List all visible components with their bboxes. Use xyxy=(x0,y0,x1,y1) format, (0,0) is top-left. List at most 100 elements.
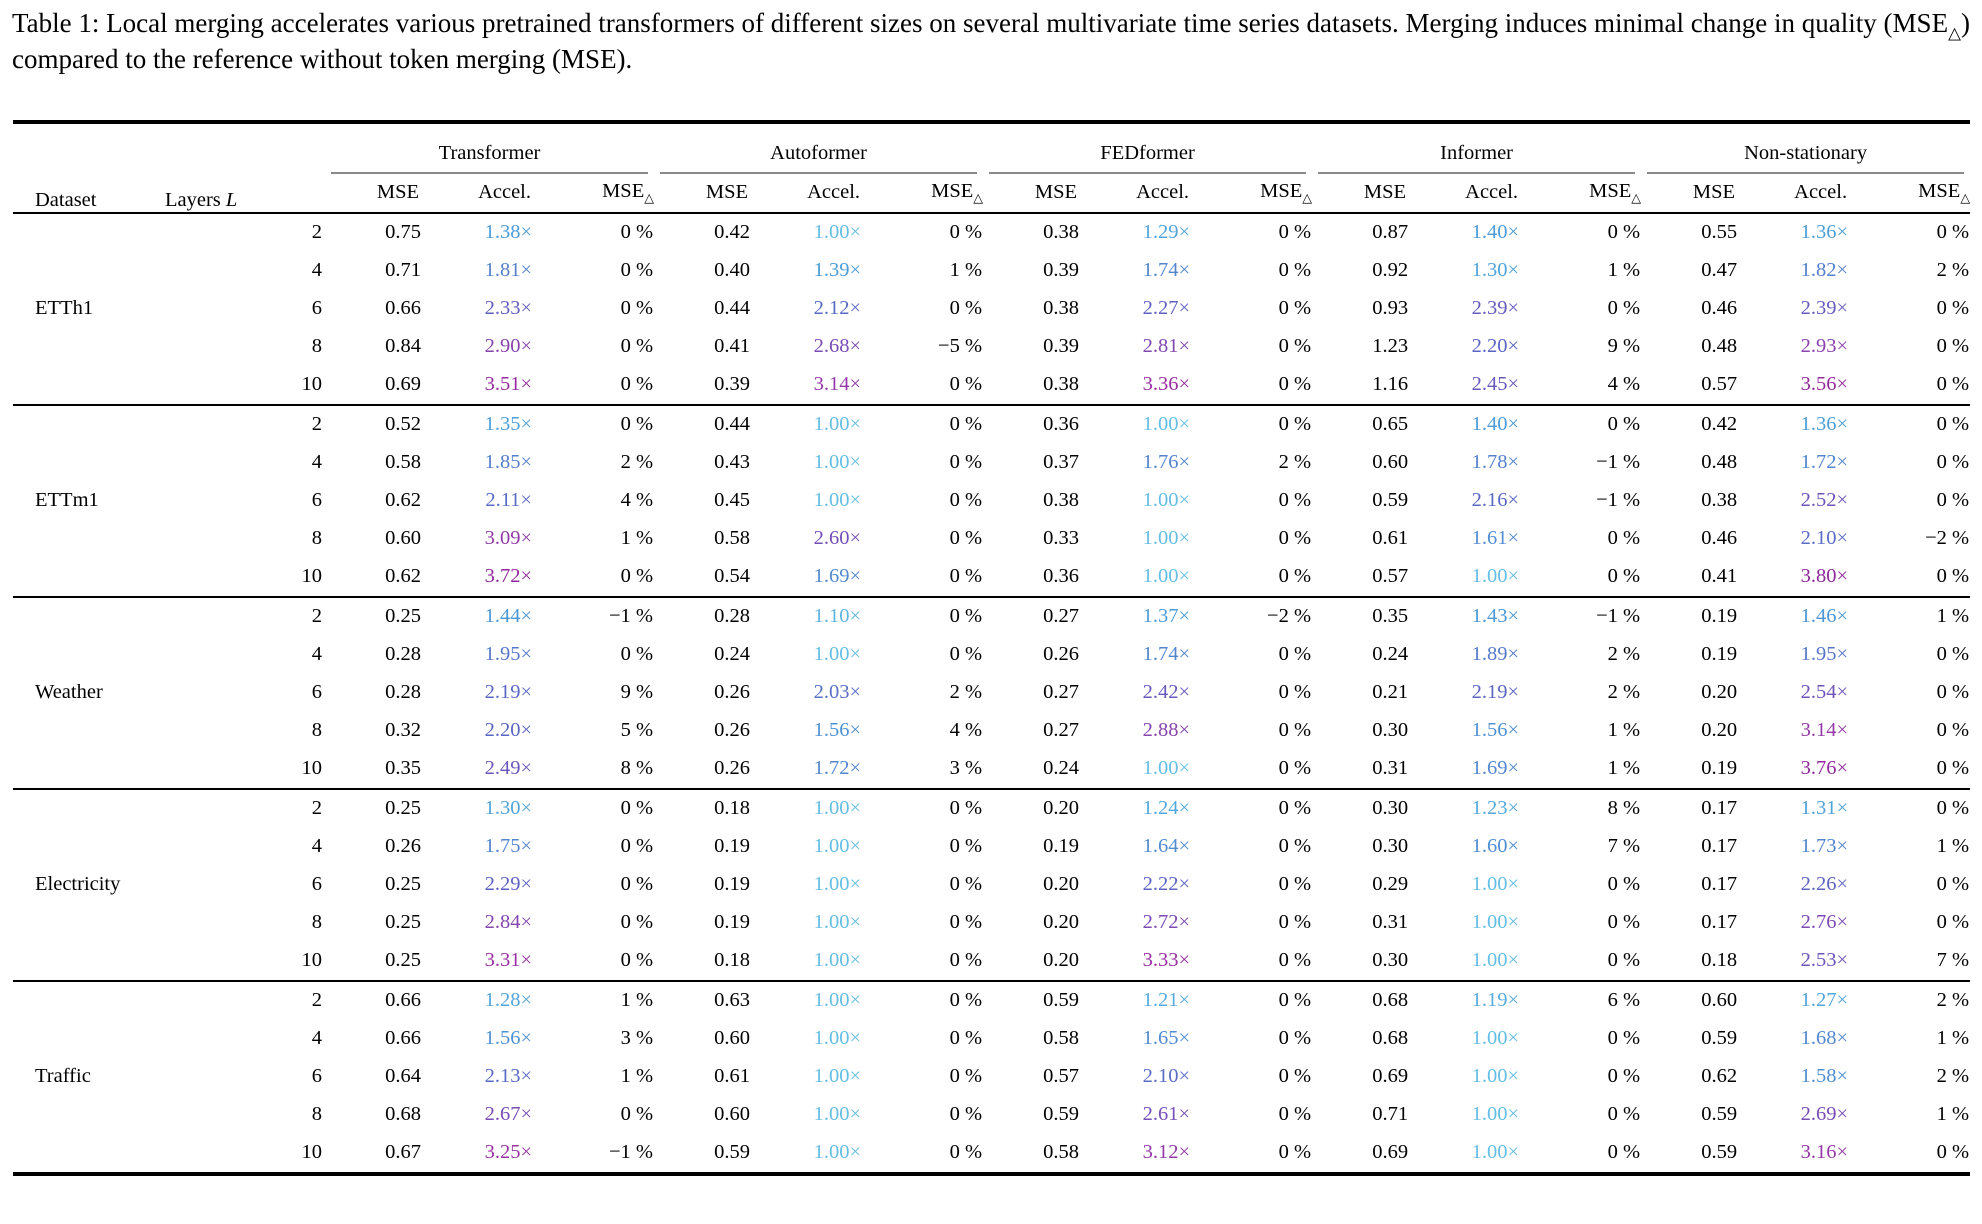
group-header-fedformer: FEDformer xyxy=(983,122,1312,174)
accel-cell: 3.25× xyxy=(484,1141,532,1164)
table-row: 2 0.66 1.28× 1 % 0.63 1.00× 0 % 0.59 1.21× 0 % 0.6… xyxy=(13,979,1971,1020)
layers-cell: 6 xyxy=(311,1065,322,1088)
mse-cell: 0.29 xyxy=(1372,873,1409,896)
mse-cell: 0.64 xyxy=(385,1065,421,1088)
mse-cell: 0.52 xyxy=(325,403,423,444)
mse-delta-cell: 0 % xyxy=(1193,787,1313,828)
layers-cell: 10 xyxy=(301,373,323,396)
dataset-label xyxy=(13,328,153,366)
mse-delta-cell: 0 % xyxy=(1278,297,1312,320)
mse-delta-cell: 0 % xyxy=(1607,1141,1641,1164)
mse-cell: 0.59 xyxy=(714,1141,751,1164)
accel-cell: 2.13× xyxy=(484,1065,532,1088)
accel-cell: 1.95× xyxy=(1800,643,1849,666)
mse-delta-cell: 0 % xyxy=(1278,1141,1312,1164)
mse-cell: 0.36 xyxy=(1043,565,1080,588)
mse-cell: 0.40 xyxy=(714,259,751,282)
accel-cell: 1.00× xyxy=(1142,565,1191,588)
accel-cell: 2.12× xyxy=(813,297,862,320)
accel-cell: 1.00× xyxy=(813,451,862,474)
accel-cell: 1.95× xyxy=(484,643,532,666)
accel-cell: 1.00× xyxy=(1471,1027,1520,1050)
mse-delta-cell: 0 % xyxy=(1936,565,1970,588)
group-label: FEDformer xyxy=(989,142,1307,174)
mse-delta-cell: 1 % xyxy=(1607,259,1641,282)
mse-cell: 0.60 xyxy=(385,527,421,550)
mse-delta-cell: 0 % xyxy=(949,489,983,512)
mse-delta-cell: 0 % xyxy=(1278,719,1312,742)
accel-cell: 3.12× xyxy=(1142,1141,1191,1164)
mse-cell: 0.48 xyxy=(1701,451,1738,474)
accel-cell: 1.00× xyxy=(1142,757,1191,780)
mse-cell: 0.59 xyxy=(1701,1103,1738,1126)
table-row: 4 0.58 1.85× 2 % 0.43 1.00× 0 % 0.37 1.76× 2 % 0.6… xyxy=(13,444,1970,482)
mse-cell: 0.24 xyxy=(1372,643,1409,666)
mse-cell: 0.19 xyxy=(714,873,751,896)
mse-cell: 0.20 xyxy=(1043,911,1080,934)
accel-cell: 2.52× xyxy=(1800,489,1849,512)
accel-cell: 2.88× xyxy=(1142,719,1191,742)
accel-cell: 1.73× xyxy=(1800,835,1849,858)
accel-cell: 2.49× xyxy=(484,757,532,780)
accel-cell: 1.81× xyxy=(484,259,532,282)
table-row: Weather 6 0.28 2.19× 9 % 0.26 2.03× 2 % 0.27 2.42… xyxy=(13,674,1970,712)
mse-cell: 0.68 xyxy=(1312,979,1411,1020)
mse-cell: 0.24 xyxy=(1043,757,1080,780)
dataset-label xyxy=(13,213,153,252)
mse-cell: 0.19 xyxy=(1701,643,1738,666)
mse-cell: 0.25 xyxy=(385,911,421,934)
accel-cell: 1.00× xyxy=(813,873,862,896)
dataset-label xyxy=(13,444,153,482)
mse-delta-cell: 0 % xyxy=(1936,451,1970,474)
mse-delta-cell: 0 % xyxy=(1936,719,1970,742)
accel-cell: 1.35× xyxy=(423,403,535,444)
mse-delta-cell: 0 % xyxy=(1936,681,1970,704)
mse-delta-cell: 1 % xyxy=(1936,1027,1970,1050)
mse-cell: 0.18 xyxy=(714,949,751,972)
mse-delta-cell: 0 % xyxy=(1607,527,1641,550)
mse-cell: 0.68 xyxy=(1372,1027,1409,1050)
mse-cell: 1.16 xyxy=(1372,373,1409,396)
mse-cell: 0.45 xyxy=(714,489,751,512)
mse-delta-cell: 0 % xyxy=(949,873,983,896)
accel-cell: 2.76× xyxy=(1800,911,1849,934)
accel-cell: 1.00× xyxy=(1471,1065,1520,1088)
accel-cell: 1.44× xyxy=(423,595,535,636)
mse-cell: 0.47 xyxy=(1701,259,1738,282)
mse-delta-cell: 0 % xyxy=(1278,1065,1312,1088)
accel-cell: 3.14× xyxy=(1800,719,1849,742)
mse-delta-cell: 0 % xyxy=(620,335,654,358)
mse-delta-cell: 0 % xyxy=(1278,911,1312,934)
accel-cell: 1.28× xyxy=(423,979,535,1020)
accel-cell: 2.42× xyxy=(1142,681,1191,704)
subheader-mse-delta: MSE△ xyxy=(1851,173,1971,214)
table-row: 10 0.35 2.49× 8 % 0.26 1.72× 3 % 0.24 1.00× 0 % 0.… xyxy=(13,750,1970,789)
mse-delta-cell: 0 % xyxy=(1278,681,1312,704)
mse-cell: 0.38 xyxy=(1043,221,1080,244)
mse-delta-cell: −1 % xyxy=(1522,595,1642,636)
mse-delta-cell: 0 % xyxy=(949,1141,983,1164)
mse-cell: 0.58 xyxy=(385,451,421,474)
accel-cell: 1.72× xyxy=(813,757,862,780)
mse-cell: 0.33 xyxy=(1043,527,1080,550)
table-row: 4 0.28 1.95× 0 % 0.24 1.00× 0 % 0.26 1.74× 0 % 0.2… xyxy=(13,636,1970,674)
mse-delta-cell: 3 % xyxy=(620,1027,654,1050)
accel-cell: 1.68× xyxy=(1800,1027,1849,1050)
mse-cell: 0.27 xyxy=(983,595,1082,636)
subheader-accel: Accel. xyxy=(1739,173,1852,214)
accel-cell: 2.10× xyxy=(1142,1065,1191,1088)
layers-cell: 4 xyxy=(311,451,322,474)
accel-cell: 1.00× xyxy=(813,911,862,934)
mse-delta-cell: 0 % xyxy=(1607,1027,1641,1050)
dataset-label: ETTh1 xyxy=(35,297,94,320)
mse-delta-cell: 0 % xyxy=(1278,373,1312,396)
mse-delta-cell: 1 % xyxy=(1936,1103,1970,1126)
dataset-label xyxy=(13,828,153,866)
accel-cell: 1.82× xyxy=(1800,259,1849,282)
mse-cell: 0.24 xyxy=(714,643,751,666)
dataset-label xyxy=(13,1134,153,1174)
subheader-mse-delta: MSE△ xyxy=(535,173,655,214)
accel-cell: 1.29× xyxy=(1142,221,1191,244)
mse-cell: 0.58 xyxy=(1043,1141,1080,1164)
mse-delta-cell: 0 % xyxy=(1278,489,1312,512)
